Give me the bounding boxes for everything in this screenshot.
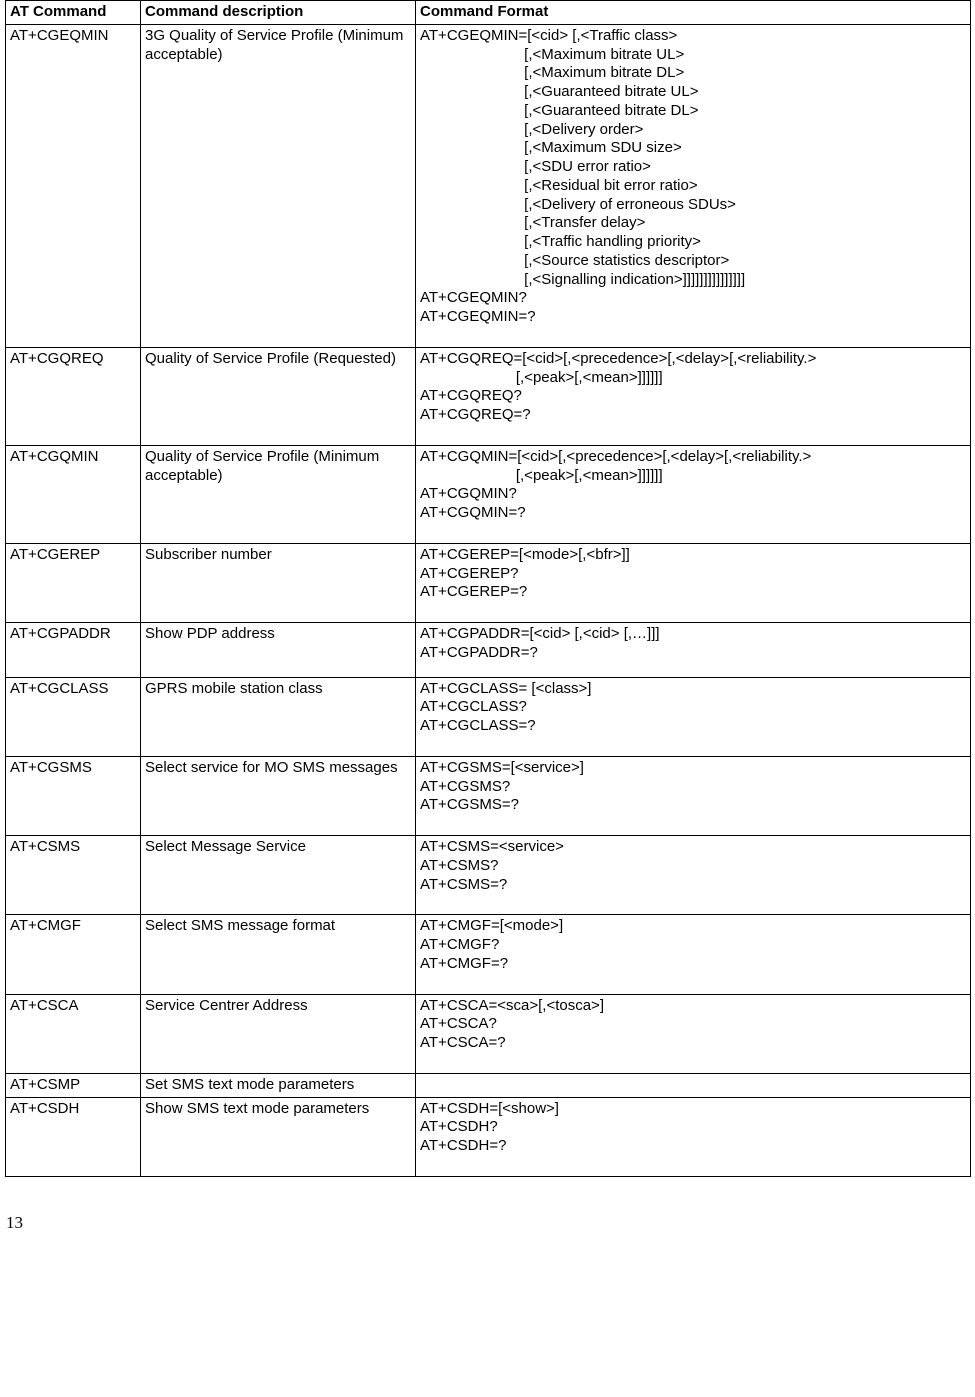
table-row: AT+CSCAService Centrer AddressAT+CSCA=<s… bbox=[6, 994, 971, 1073]
col-header-format: Command Format bbox=[416, 1, 971, 25]
cell-description: GPRS mobile station class bbox=[141, 677, 416, 756]
cell-command: AT+CSCA bbox=[6, 994, 141, 1073]
cell-description: Subscriber number bbox=[141, 543, 416, 622]
cell-format: AT+CGPADDR=[<cid> [,<cid> [,…]]] AT+CGPA… bbox=[416, 623, 971, 678]
table-row: AT+CSDHShow SMS text mode parametersAT+C… bbox=[6, 1097, 971, 1176]
cell-command: AT+CGPADDR bbox=[6, 623, 141, 678]
col-header-command: AT Command bbox=[6, 1, 141, 25]
cell-command: AT+CGCLASS bbox=[6, 677, 141, 756]
cell-format: AT+CSMS=<service> AT+CSMS? AT+CSMS=? bbox=[416, 836, 971, 915]
cell-command: AT+CGEQMIN bbox=[6, 24, 141, 347]
cell-command: AT+CSMP bbox=[6, 1073, 141, 1097]
table-row: AT+CGSMSSelect service for MO SMS messag… bbox=[6, 756, 971, 835]
cell-description: Set SMS text mode parameters bbox=[141, 1073, 416, 1097]
cell-command: AT+CGEREP bbox=[6, 543, 141, 622]
page-number: 13 bbox=[6, 1213, 975, 1233]
cell-format: AT+CGEQMIN=[<cid> [,<Traffic class> [,<M… bbox=[416, 24, 971, 347]
col-header-description: Command description bbox=[141, 1, 416, 25]
cell-format: AT+CGQREQ=[<cid>[,<precedence>[,<delay>[… bbox=[416, 347, 971, 445]
table-row: AT+CGQREQQuality of Service Profile (Req… bbox=[6, 347, 971, 445]
cell-command: AT+CSMS bbox=[6, 836, 141, 915]
cell-format bbox=[416, 1073, 971, 1097]
cell-format: AT+CGCLASS= [<class>] AT+CGCLASS? AT+CGC… bbox=[416, 677, 971, 756]
table-row: AT+CGEQMIN3G Quality of Service Profile … bbox=[6, 24, 971, 347]
table-row: AT+CGQMINQuality of Service Profile (Min… bbox=[6, 445, 971, 543]
cell-description: Service Centrer Address bbox=[141, 994, 416, 1073]
table-row: AT+CGCLASSGPRS mobile station classAT+CG… bbox=[6, 677, 971, 756]
table-header-row: AT Command Command description Command F… bbox=[6, 1, 971, 25]
table-row: AT+CGEREPSubscriber numberAT+CGEREP=[<mo… bbox=[6, 543, 971, 622]
cell-format: AT+CMGF=[<mode>] AT+CMGF? AT+CMGF=? bbox=[416, 915, 971, 994]
cell-command: AT+CMGF bbox=[6, 915, 141, 994]
cell-command: AT+CGQMIN bbox=[6, 445, 141, 543]
table-row: AT+CGPADDRShow PDP addressAT+CGPADDR=[<c… bbox=[6, 623, 971, 678]
cell-description: Select service for MO SMS messages bbox=[141, 756, 416, 835]
table-row: AT+CSMSSelect Message ServiceAT+CSMS=<se… bbox=[6, 836, 971, 915]
cell-format: AT+CSCA=<sca>[,<tosca>] AT+CSCA? AT+CSCA… bbox=[416, 994, 971, 1073]
at-commands-table: AT Command Command description Command F… bbox=[5, 0, 971, 1177]
cell-description: Select Message Service bbox=[141, 836, 416, 915]
table-row: AT+CMGFSelect SMS message formatAT+CMGF=… bbox=[6, 915, 971, 994]
cell-description: Show SMS text mode parameters bbox=[141, 1097, 416, 1176]
cell-command: AT+CGSMS bbox=[6, 756, 141, 835]
cell-description: Show PDP address bbox=[141, 623, 416, 678]
cell-format: AT+CGQMIN=[<cid>[,<precedence>[,<delay>[… bbox=[416, 445, 971, 543]
cell-format: AT+CGEREP=[<mode>[,<bfr>]] AT+CGEREP? AT… bbox=[416, 543, 971, 622]
table-row: AT+CSMPSet SMS text mode parameters bbox=[6, 1073, 971, 1097]
cell-command: AT+CGQREQ bbox=[6, 347, 141, 445]
cell-description: Quality of Service Profile (Minimum acce… bbox=[141, 445, 416, 543]
cell-description: Quality of Service Profile (Requested) bbox=[141, 347, 416, 445]
cell-command: AT+CSDH bbox=[6, 1097, 141, 1176]
cell-format: AT+CGSMS=[<service>] AT+CGSMS? AT+CGSMS=… bbox=[416, 756, 971, 835]
cell-description: Select SMS message format bbox=[141, 915, 416, 994]
cell-format: AT+CSDH=[<show>] AT+CSDH? AT+CSDH=? bbox=[416, 1097, 971, 1176]
cell-description: 3G Quality of Service Profile (Minimum a… bbox=[141, 24, 416, 347]
